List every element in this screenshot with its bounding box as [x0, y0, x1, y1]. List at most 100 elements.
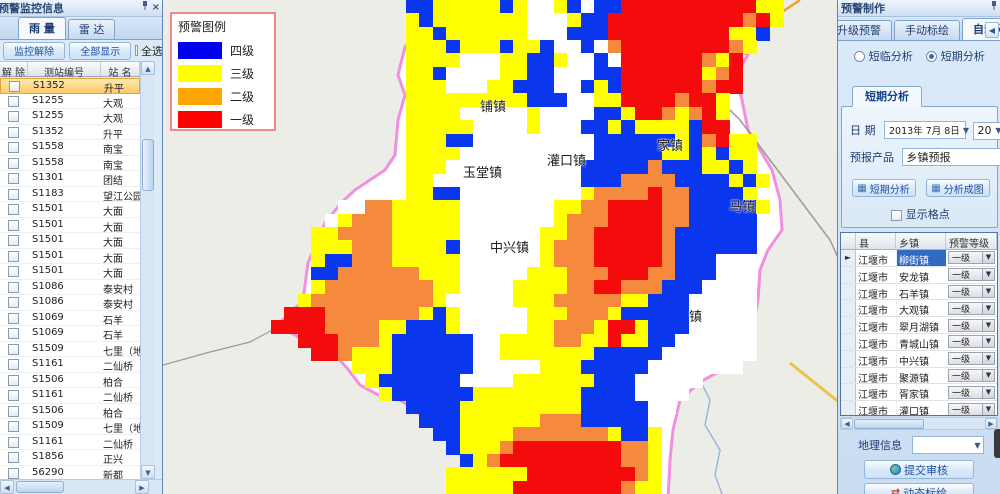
station-row[interactable]: S1301 团结	[0, 171, 140, 187]
release-checkbox[interactable]	[8, 359, 19, 370]
radio-short-nowcast[interactable]: 短临分析	[854, 50, 913, 63]
release-checkbox[interactable]	[8, 297, 19, 308]
chevron-down-icon[interactable]: ▼	[982, 285, 994, 297]
town-row[interactable]: 江堰市 石羊镇 一级 ▼	[841, 283, 997, 301]
chevron-down-icon[interactable]: ▼	[982, 403, 994, 415]
row-selector[interactable]	[841, 384, 856, 401]
town-cell[interactable]: 翠月湖镇	[896, 317, 946, 333]
release-checkbox[interactable]	[8, 421, 19, 432]
release-checkbox[interactable]	[9, 81, 20, 92]
town-cell[interactable]: 聚源镇	[896, 367, 946, 384]
tab-rainfall[interactable]: 雨 量	[18, 17, 66, 39]
release-checkbox[interactable]	[8, 204, 19, 215]
town-row[interactable]: 江堰市 安龙镇 一级 ▼	[841, 266, 997, 284]
release-checkbox[interactable]	[8, 390, 19, 401]
analysis-to-map-button[interactable]: ▦ 分析成图	[925, 179, 990, 197]
row-selector[interactable]	[841, 401, 856, 415]
station-row[interactable]: S1161 二仙桥	[0, 388, 140, 404]
product-combobox[interactable]: 乡镇预报▼	[901, 148, 1000, 166]
station-row[interactable]: S1501 大面	[0, 217, 140, 234]
station-row[interactable]: S1069 石羊	[0, 310, 140, 327]
release-checkbox[interactable]	[8, 266, 19, 277]
show-gridpoints-checkbox[interactable]: 显示格点	[842, 206, 999, 222]
release-checkbox[interactable]	[8, 312, 19, 324]
scroll-right-icon[interactable]: ▶	[985, 418, 997, 429]
town-row[interactable]: ► 江堰市 柳街镇 一级 ▼	[841, 250, 997, 267]
station-row[interactable]: S1255 大观	[0, 109, 140, 125]
col-warning-level[interactable]: 预警等级	[946, 233, 997, 250]
release-checkbox[interactable]	[8, 173, 19, 184]
chevron-down-icon[interactable]: ▼	[982, 336, 994, 348]
col-station-name[interactable]: 站 名	[101, 62, 140, 79]
date-combobox[interactable]: 2013年 7月 8日 ▼	[884, 121, 969, 139]
row-selector[interactable]	[841, 367, 856, 384]
station-row[interactable]: S1509 七里（地质	[0, 341, 140, 358]
select-all-checkbox[interactable]: 全选	[135, 43, 162, 59]
town-row[interactable]: 江堰市 灌口镇 一级 ▼	[841, 401, 997, 415]
tab-scroll-left-icon[interactable]: ◀	[985, 22, 999, 38]
subtab-short-term[interactable]: 短期分析	[852, 86, 922, 107]
release-checkbox[interactable]	[8, 281, 19, 293]
town-cell[interactable]: 灌口镇	[896, 401, 946, 415]
release-checkbox[interactable]	[8, 405, 19, 417]
town-row[interactable]: 江堰市 青城山镇 一级 ▼	[841, 333, 997, 351]
geo-info-combobox[interactable]: ▼	[911, 436, 984, 454]
tab-manual-plot[interactable]: 手动标绘	[894, 20, 960, 40]
station-row[interactable]: 56290 新都	[0, 465, 140, 479]
station-row[interactable]: S1161 二仙桥	[0, 357, 140, 373]
town-table-hscrollbar[interactable]: ◀ ▶	[840, 417, 998, 430]
chevron-down-icon[interactable]: ▼	[982, 252, 994, 264]
hour-combobox[interactable]: 20▼	[972, 121, 1000, 140]
release-checkbox[interactable]	[8, 235, 19, 246]
release-checkbox[interactable]	[8, 467, 19, 479]
run-analysis-button[interactable]: ▦ 短期分析	[851, 179, 916, 197]
level-dropdown[interactable]: 一级 ▼	[948, 301, 995, 315]
release-checkbox[interactable]	[8, 436, 19, 448]
station-row[interactable]: S1558 南宝	[0, 155, 140, 172]
chevron-down-icon[interactable]: ▼	[982, 269, 994, 281]
pin-icon[interactable]	[990, 0, 998, 16]
station-row[interactable]: S1856 正兴	[0, 450, 140, 466]
show-all-button[interactable]: 全部显示	[69, 41, 132, 60]
station-row[interactable]: S1506 柏合	[0, 403, 140, 420]
station-row[interactable]: S1352 升平	[0, 78, 140, 95]
town-cell[interactable]: 柳街镇	[896, 250, 946, 266]
release-checkbox[interactable]	[8, 111, 19, 122]
hscroll-thumb[interactable]	[854, 419, 924, 429]
col-release[interactable]: 解 除	[0, 62, 28, 79]
row-selector[interactable]	[841, 317, 856, 333]
station-row[interactable]: S1509 七里（地质	[0, 419, 140, 435]
scroll-left-icon[interactable]: ◀	[0, 480, 14, 494]
warning-map[interactable]: 铺镇 灌口镇 玉堂镇 中兴镇 家镇 马镇镇 预警图例 四级 三级 二级 一级	[163, 0, 837, 494]
scroll-down-icon[interactable]: ▼	[141, 465, 155, 479]
town-row[interactable]: 江堰市 翠月湖镇 一级 ▼	[841, 317, 997, 334]
release-checkbox[interactable]	[8, 188, 19, 200]
chevron-down-icon[interactable]: ▼	[982, 369, 994, 381]
chevron-down-icon[interactable]: ▼	[982, 386, 994, 398]
level-dropdown[interactable]: 一级 ▼	[948, 402, 995, 415]
edge-handle[interactable]	[994, 429, 1000, 458]
release-checkbox[interactable]	[8, 250, 19, 262]
scroll-right-icon[interactable]: ▶	[135, 480, 149, 494]
release-checkbox[interactable]	[8, 374, 19, 386]
town-row[interactable]: 江堰市 大观镇 一级 ▼	[841, 300, 997, 318]
release-checkbox[interactable]	[8, 328, 19, 339]
station-table-vscrollbar[interactable]: ▲ ▼	[140, 61, 155, 479]
submit-review-button[interactable]: 提交审核	[864, 460, 974, 479]
release-checkbox[interactable]	[8, 142, 19, 153]
release-checkbox[interactable]	[8, 95, 19, 107]
level-dropdown[interactable]: 一级 ▼	[948, 268, 995, 282]
tab-radar[interactable]: 雷 达	[67, 19, 116, 39]
station-row[interactable]: S1086 泰安村	[0, 279, 140, 296]
station-table-hscrollbar[interactable]: ◀ ▶	[0, 479, 162, 494]
station-row[interactable]: S1161 二仙桥	[0, 434, 140, 451]
col-county[interactable]: 县	[856, 233, 896, 250]
release-monitor-button[interactable]: 监控解除	[3, 41, 66, 60]
town-cell[interactable]: 青城山镇	[896, 333, 946, 350]
chevron-down-icon[interactable]: ▼	[982, 302, 994, 314]
dynamic-plot-button[interactable]: ⇄ 动态标绘	[864, 483, 974, 494]
col-station-id[interactable]: 测站编号	[28, 62, 101, 79]
radio-short-term[interactable]: 短期分析	[926, 50, 985, 63]
town-row[interactable]: 江堰市 聚源镇 一级 ▼	[841, 367, 997, 385]
pin-icon[interactable]	[141, 0, 149, 16]
